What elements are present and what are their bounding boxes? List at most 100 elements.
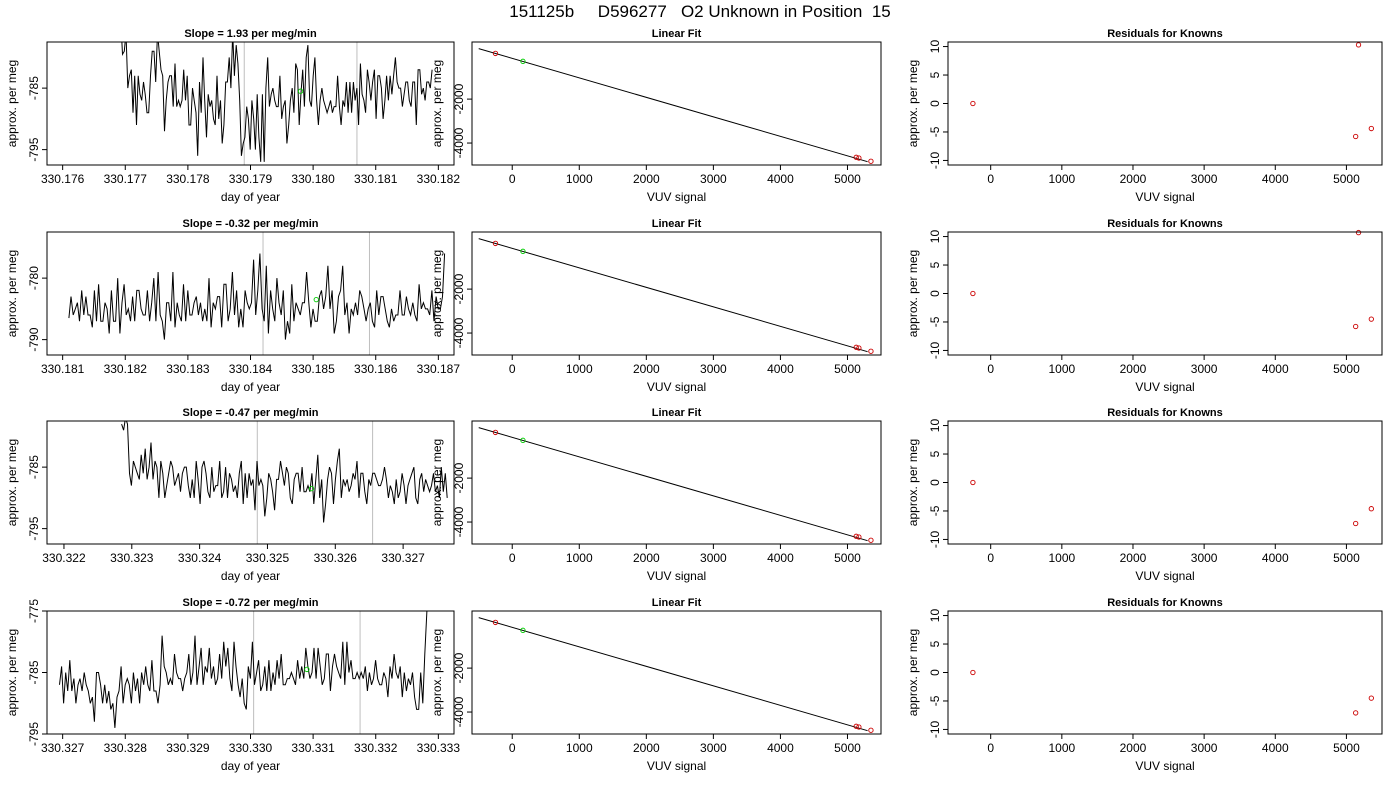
x-tick-label: 330.324 [178, 551, 222, 565]
x-tick-label: 0 [509, 741, 516, 755]
y-axis-label: approx. per meg [906, 250, 920, 337]
data-point [853, 723, 859, 729]
data-point [853, 344, 859, 350]
plot-frame [947, 41, 1383, 166]
x-tick-label: 2000 [1120, 362, 1147, 376]
x-tick-label: 330.329 [166, 741, 210, 755]
data-point [970, 290, 976, 297]
y-tick-label: -5 [928, 126, 942, 137]
y-tick-label: -4000 [452, 127, 466, 158]
data-point [1353, 710, 1359, 716]
x-tick-label: 330.177 [104, 172, 148, 186]
y-tick-label: -2000 [452, 83, 466, 114]
y-tick-label: -10 [928, 151, 942, 169]
chart-panel: Residuals for Knowns 0 1000 2000 3000 4000 500… [906, 407, 1383, 583]
x-tick-label: 2000 [1120, 172, 1147, 186]
data-point [1355, 42, 1362, 48]
data-point [868, 158, 874, 164]
x-tick-label: 0 [987, 172, 994, 186]
x-axis-label: day of year [221, 380, 280, 394]
marker-point [313, 296, 319, 303]
x-tick-label: 3000 [700, 551, 727, 565]
x-tick-label: 3000 [1191, 172, 1218, 186]
y-tick-label: -790 [27, 327, 41, 351]
data-point [1353, 323, 1359, 330]
y-tick-label: -4000 [452, 317, 466, 348]
data-point [970, 479, 976, 486]
x-tick-label: 3000 [1191, 551, 1218, 565]
y-tick-label: -2000 [452, 652, 466, 683]
x-tick-label: 2000 [633, 551, 660, 565]
x-tick-label: 330.322 [42, 551, 86, 565]
x-tick-label: 2000 [1120, 551, 1147, 565]
chart-panel: Residuals for Knowns 0 1000 2000 3000 4000 500… [906, 597, 1383, 773]
x-tick-label: 3000 [700, 172, 727, 186]
y-axis-label: approx. per meg [5, 629, 19, 716]
marker-point [297, 88, 304, 94]
chart-title: Slope = 1.93 per meg/min [184, 28, 317, 40]
y-axis-label: approx. per meg [906, 60, 920, 147]
x-tick-label: 330.181 [354, 172, 398, 186]
data-point [856, 155, 862, 161]
y-tick-label: 5 [928, 71, 942, 78]
x-tick-label: 1000 [1048, 172, 1075, 186]
data-point [492, 50, 499, 57]
y-tick-label: -795 [27, 516, 41, 540]
chart-panel: Slope = -0.72 per meg/min 330.327 330.328 3… [5, 597, 460, 773]
chart-title: Residuals for Knowns [1107, 218, 1223, 230]
x-tick-label: 330.179 [229, 172, 273, 186]
chart-panel: Linear Fit 0 1000 2000 3000 4000 5000 -2000 -400… [430, 597, 882, 773]
data-point [856, 534, 862, 540]
x-tick-label: 5000 [834, 741, 861, 755]
data-point [1368, 695, 1374, 701]
x-tick-label: 3000 [700, 362, 727, 376]
x-axis-label: VUV signal [1135, 759, 1194, 773]
chart-title: Residuals for Knowns [1107, 597, 1223, 609]
y-axis-label: approx. per meg [5, 439, 19, 526]
chart-title: Slope = -0.72 per meg/min [182, 597, 318, 609]
x-tick-label: 330.181 [41, 362, 85, 376]
y-tick-label: -10 [928, 530, 942, 548]
plot-frame [471, 610, 882, 735]
plot-frame [46, 231, 455, 356]
x-tick-label: 5000 [834, 551, 861, 565]
data-point [868, 727, 874, 733]
data-point [853, 154, 859, 160]
y-tick-label: -5 [928, 695, 942, 706]
plot-frame [471, 41, 882, 166]
y-axis-label: approx. per meg [906, 439, 920, 526]
x-tick-label: 1000 [566, 741, 593, 755]
x-tick-label: 5000 [1333, 551, 1360, 565]
x-tick-label: 330.326 [314, 551, 358, 565]
x-tick-label: 330.176 [41, 172, 85, 186]
x-tick-label: 5000 [1333, 172, 1360, 186]
data-point [868, 537, 874, 543]
x-tick-label: 330.328 [104, 741, 148, 755]
y-tick-label: -795 [27, 137, 41, 161]
y-axis-label: approx. per meg [430, 629, 444, 716]
data-point [492, 429, 499, 436]
data-point [1353, 520, 1359, 527]
chart-title: Linear Fit [652, 28, 702, 40]
y-axis-label: approx. per meg [430, 439, 444, 526]
data-point [1368, 316, 1374, 322]
x-tick-label: 4000 [767, 551, 794, 565]
x-tick-label: 1000 [566, 362, 593, 376]
data-point [520, 437, 526, 443]
chart-title: Slope = -0.47 per meg/min [182, 407, 318, 419]
data-point [492, 240, 499, 247]
fit-line [478, 617, 868, 732]
x-tick-label: 4000 [767, 362, 794, 376]
plot-frame [471, 420, 882, 545]
x-tick-label: 0 [987, 551, 994, 565]
chart-title: Linear Fit [652, 597, 702, 609]
chart-panel: Slope = -0.32 per meg/min 330.181 330.182 3… [5, 218, 460, 394]
y-tick-label: -2000 [452, 273, 466, 304]
y-axis-label: approx. per meg [5, 60, 19, 147]
y-tick-label: 10 [928, 40, 942, 54]
x-axis-label: VUV signal [647, 569, 706, 583]
data-point [1368, 506, 1374, 512]
x-axis-label: VUV signal [647, 380, 706, 394]
x-tick-label: 0 [987, 741, 994, 755]
y-tick-label: -785 [27, 76, 41, 100]
